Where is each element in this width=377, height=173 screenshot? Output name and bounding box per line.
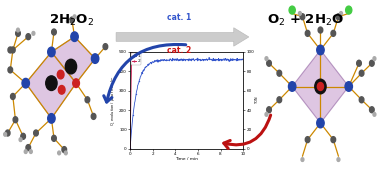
Circle shape bbox=[359, 70, 364, 76]
Circle shape bbox=[373, 113, 376, 116]
Circle shape bbox=[300, 14, 305, 20]
Circle shape bbox=[21, 133, 25, 139]
FancyArrowPatch shape bbox=[224, 115, 271, 149]
Circle shape bbox=[337, 158, 340, 161]
Polygon shape bbox=[292, 50, 349, 123]
Circle shape bbox=[73, 79, 80, 88]
Circle shape bbox=[8, 67, 12, 73]
Circle shape bbox=[64, 151, 67, 155]
Circle shape bbox=[46, 76, 57, 90]
Circle shape bbox=[8, 47, 12, 53]
Polygon shape bbox=[51, 37, 95, 83]
Circle shape bbox=[62, 147, 67, 153]
Text: cat. 1: cat. 1 bbox=[167, 13, 192, 22]
Text: O$_2$ + 2H$_2$O: O$_2$ + 2H$_2$O bbox=[267, 13, 344, 28]
Circle shape bbox=[26, 145, 31, 151]
Circle shape bbox=[373, 57, 376, 60]
Circle shape bbox=[103, 44, 108, 50]
Circle shape bbox=[91, 113, 96, 119]
Circle shape bbox=[91, 54, 99, 63]
Circle shape bbox=[267, 60, 271, 66]
Text: cat. 2: cat. 2 bbox=[167, 46, 192, 55]
Text: 2H$_2$O$_2$: 2H$_2$O$_2$ bbox=[49, 13, 94, 28]
Y-axis label: TON: TON bbox=[256, 97, 259, 104]
Circle shape bbox=[318, 27, 323, 33]
Circle shape bbox=[57, 70, 64, 79]
Circle shape bbox=[315, 79, 326, 94]
Circle shape bbox=[29, 150, 32, 153]
Circle shape bbox=[346, 6, 352, 14]
Circle shape bbox=[58, 151, 61, 155]
Circle shape bbox=[32, 31, 35, 35]
Circle shape bbox=[317, 83, 323, 90]
Circle shape bbox=[48, 114, 55, 123]
Circle shape bbox=[48, 47, 55, 57]
Circle shape bbox=[369, 60, 374, 66]
Circle shape bbox=[5, 130, 10, 136]
Circle shape bbox=[58, 85, 65, 94]
Circle shape bbox=[267, 107, 271, 113]
Circle shape bbox=[4, 133, 6, 136]
X-axis label: Time / min: Time / min bbox=[175, 157, 198, 161]
Circle shape bbox=[19, 138, 22, 142]
Circle shape bbox=[66, 20, 69, 23]
Circle shape bbox=[345, 82, 352, 91]
Circle shape bbox=[24, 150, 27, 153]
Circle shape bbox=[359, 97, 364, 103]
Circle shape bbox=[16, 30, 20, 36]
Circle shape bbox=[288, 82, 296, 91]
Circle shape bbox=[265, 57, 268, 60]
Circle shape bbox=[34, 130, 38, 136]
Circle shape bbox=[71, 32, 78, 42]
Y-axis label: O$_2$ evolution / $\mu$mol$\cdot$mmol$^{-1}$: O$_2$ evolution / $\mu$mol$\cdot$mmol$^{… bbox=[109, 75, 118, 126]
Circle shape bbox=[305, 30, 310, 36]
Circle shape bbox=[277, 70, 282, 76]
Circle shape bbox=[299, 12, 301, 15]
Circle shape bbox=[289, 6, 295, 14]
Circle shape bbox=[52, 135, 56, 141]
Circle shape bbox=[13, 117, 18, 123]
FancyArrowPatch shape bbox=[104, 44, 186, 102]
Circle shape bbox=[17, 28, 20, 32]
Circle shape bbox=[265, 113, 268, 116]
Circle shape bbox=[52, 29, 56, 35]
Circle shape bbox=[331, 137, 336, 143]
Circle shape bbox=[22, 78, 29, 88]
Circle shape bbox=[305, 137, 310, 143]
Circle shape bbox=[369, 107, 374, 113]
Circle shape bbox=[73, 15, 76, 19]
FancyArrow shape bbox=[116, 28, 249, 46]
Circle shape bbox=[336, 14, 341, 20]
Circle shape bbox=[331, 30, 336, 36]
Circle shape bbox=[357, 60, 361, 66]
Circle shape bbox=[11, 93, 15, 99]
Polygon shape bbox=[26, 52, 76, 118]
Circle shape bbox=[301, 158, 304, 161]
Circle shape bbox=[317, 118, 324, 128]
Circle shape bbox=[317, 45, 324, 55]
Circle shape bbox=[11, 47, 15, 53]
Circle shape bbox=[70, 17, 74, 23]
Circle shape bbox=[340, 12, 342, 15]
Circle shape bbox=[26, 34, 31, 40]
Circle shape bbox=[277, 97, 282, 103]
Legend: 1, 2: 1, 2 bbox=[131, 53, 141, 65]
Circle shape bbox=[65, 59, 77, 74]
Circle shape bbox=[85, 97, 90, 103]
